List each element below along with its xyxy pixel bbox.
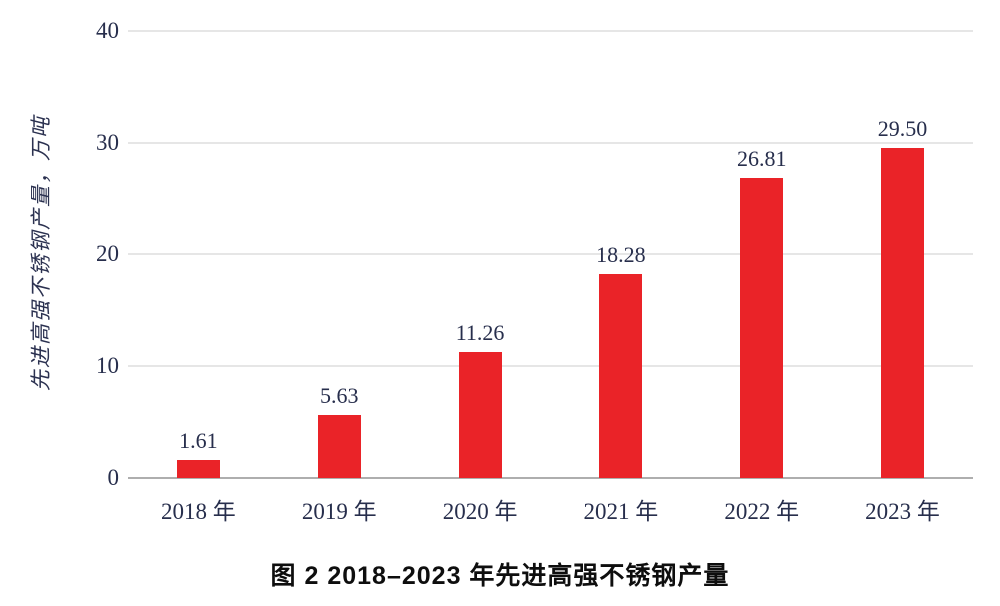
- plot-area: 1.61 5.63 11.26 18.28 26.81 29.50: [128, 31, 973, 478]
- bar-value-label: 1.61: [179, 428, 218, 453]
- bar-group-2020: 11.26: [410, 31, 551, 478]
- bar-2022: [740, 178, 784, 478]
- gridline-40: [128, 30, 973, 32]
- y-tick-label: 40: [96, 18, 119, 43]
- bar-2018: [176, 460, 220, 478]
- bar-2020: [458, 352, 502, 478]
- bar-value-label: 18.28: [596, 241, 646, 267]
- x-tick-label: 2022 年: [724, 499, 800, 524]
- bar-group-2022: 26.81: [691, 31, 832, 478]
- x-tick-label: 2020 年: [442, 499, 518, 524]
- bar-group-2018: 1.61: [128, 31, 269, 478]
- x-axis-labels: 2018 年 2019 年 2020 年 2021 年 2022 年 2023 …: [128, 499, 973, 525]
- bar-group-2021: 18.28: [550, 31, 691, 478]
- bar-2021: [599, 273, 643, 478]
- gridline-30: [128, 142, 973, 144]
- bar-value-label: 5.63: [319, 383, 359, 409]
- y-tick-label: 30: [96, 130, 119, 155]
- bar-2023: [881, 148, 925, 478]
- bar-value-label: 11.26: [455, 320, 505, 346]
- x-tick-label: 2018 年: [161, 499, 236, 524]
- x-tick-label: 2023 年: [865, 499, 940, 524]
- bar-value-label: 29.50: [877, 116, 928, 142]
- y-tick-label: 0: [107, 465, 120, 490]
- gridline-10: [128, 365, 973, 367]
- bar-value-label: 26.81: [736, 146, 787, 172]
- gridline-20: [128, 253, 973, 255]
- bar-2019: [317, 415, 361, 478]
- bar-group-2023: 29.50: [832, 31, 973, 478]
- chart-caption: 图 2 2018–2023 年先进高强不锈钢产量: [270, 562, 730, 590]
- y-tick-label: 20: [96, 241, 119, 266]
- y-tick-label: 10: [96, 353, 119, 378]
- x-axis-baseline: [128, 477, 973, 479]
- x-tick-label: 2021 年: [583, 499, 659, 524]
- x-tick-label: 2019 年: [301, 499, 377, 524]
- bar-group-2019: 5.63: [269, 31, 410, 478]
